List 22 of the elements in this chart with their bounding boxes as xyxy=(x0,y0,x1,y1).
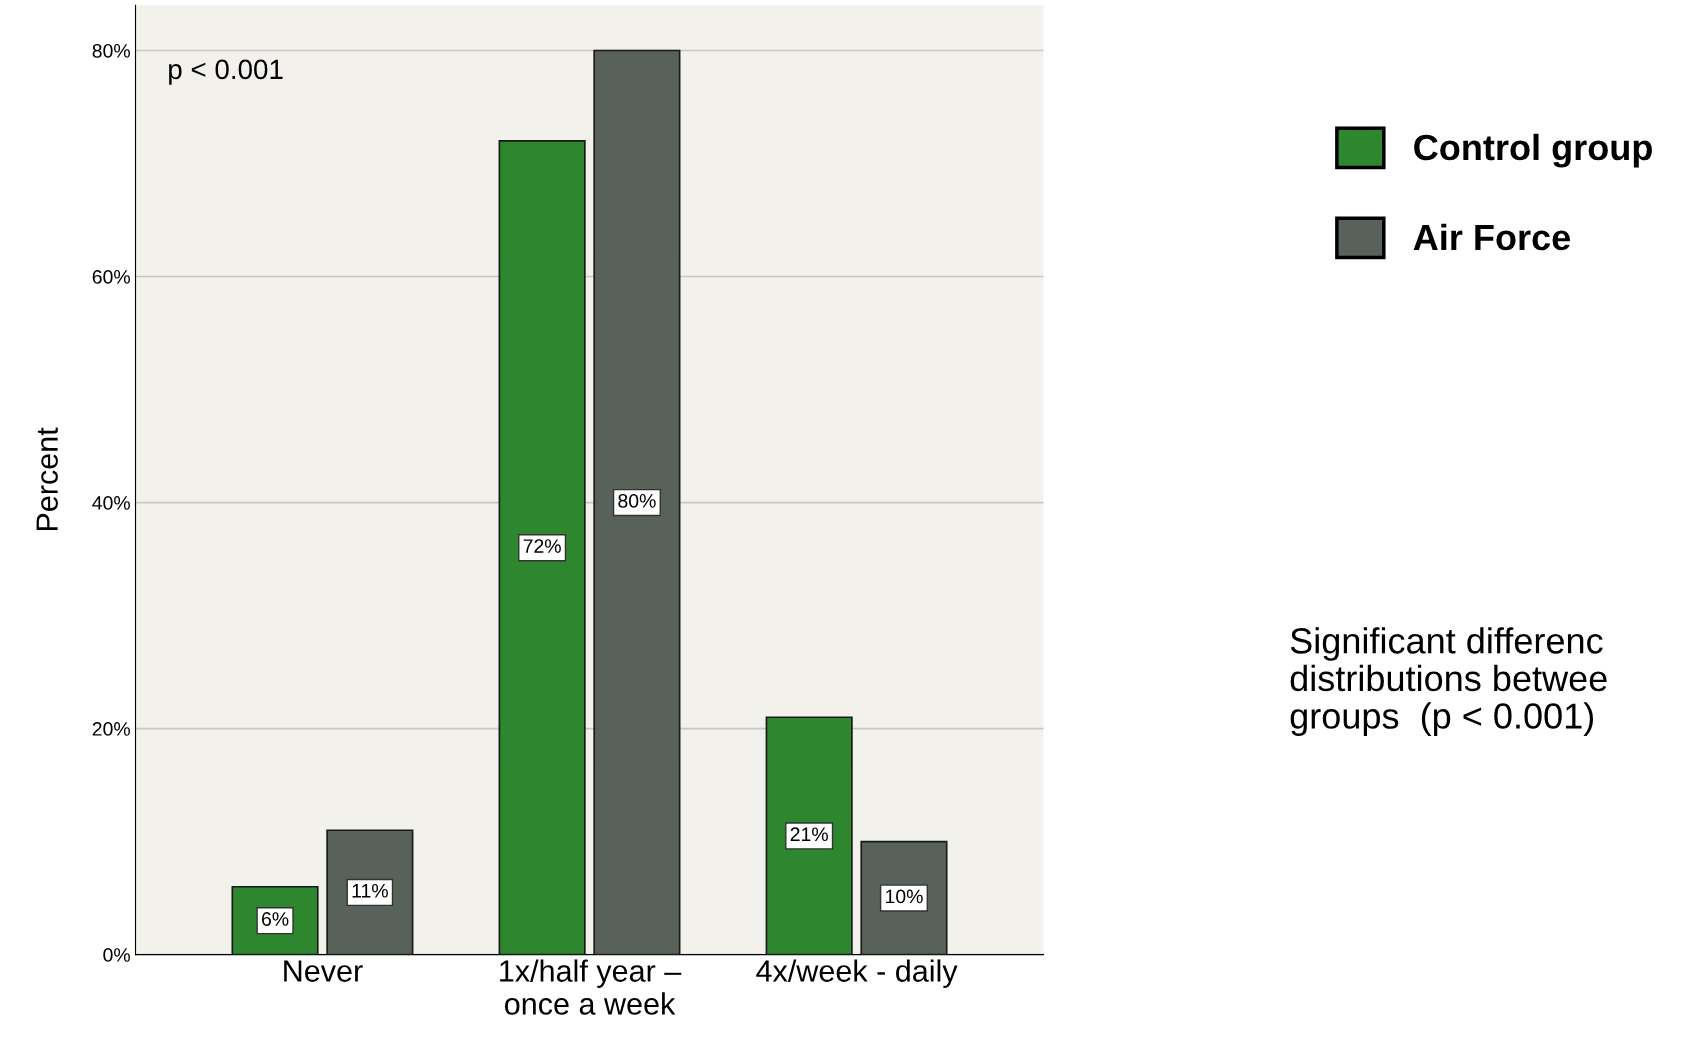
data-label: 72% xyxy=(523,539,561,553)
data-label: 11% xyxy=(352,883,388,898)
bar xyxy=(593,49,681,955)
legend-label: Air Force xyxy=(1413,223,1571,251)
annotation: p < 0.001 xyxy=(169,59,283,85)
y-tick-label: 40% xyxy=(92,496,130,510)
y-tick-label: 80% xyxy=(92,43,130,58)
data-label: 10% xyxy=(885,889,923,904)
data-label: 21% xyxy=(790,827,828,842)
y-tick-label: 60% xyxy=(92,270,130,284)
x-tick-label: 1x/half year – once a week xyxy=(500,959,682,1015)
legend-label: Control group xyxy=(1414,133,1652,168)
y-axis-title: Percent xyxy=(36,427,58,531)
bar xyxy=(765,716,853,955)
y-tick-label: 20% xyxy=(92,722,130,736)
x-tick-label: 4x/week - daily xyxy=(756,959,958,988)
data-label: 6% xyxy=(261,912,289,926)
data-label: 80% xyxy=(618,494,656,508)
text: Significant differenc distributions betwee groups (p < 0.001) xyxy=(1290,627,1607,737)
x-tick-label: Never xyxy=(284,960,363,982)
bar xyxy=(498,140,586,955)
y-tick-label: 0% xyxy=(103,948,130,962)
